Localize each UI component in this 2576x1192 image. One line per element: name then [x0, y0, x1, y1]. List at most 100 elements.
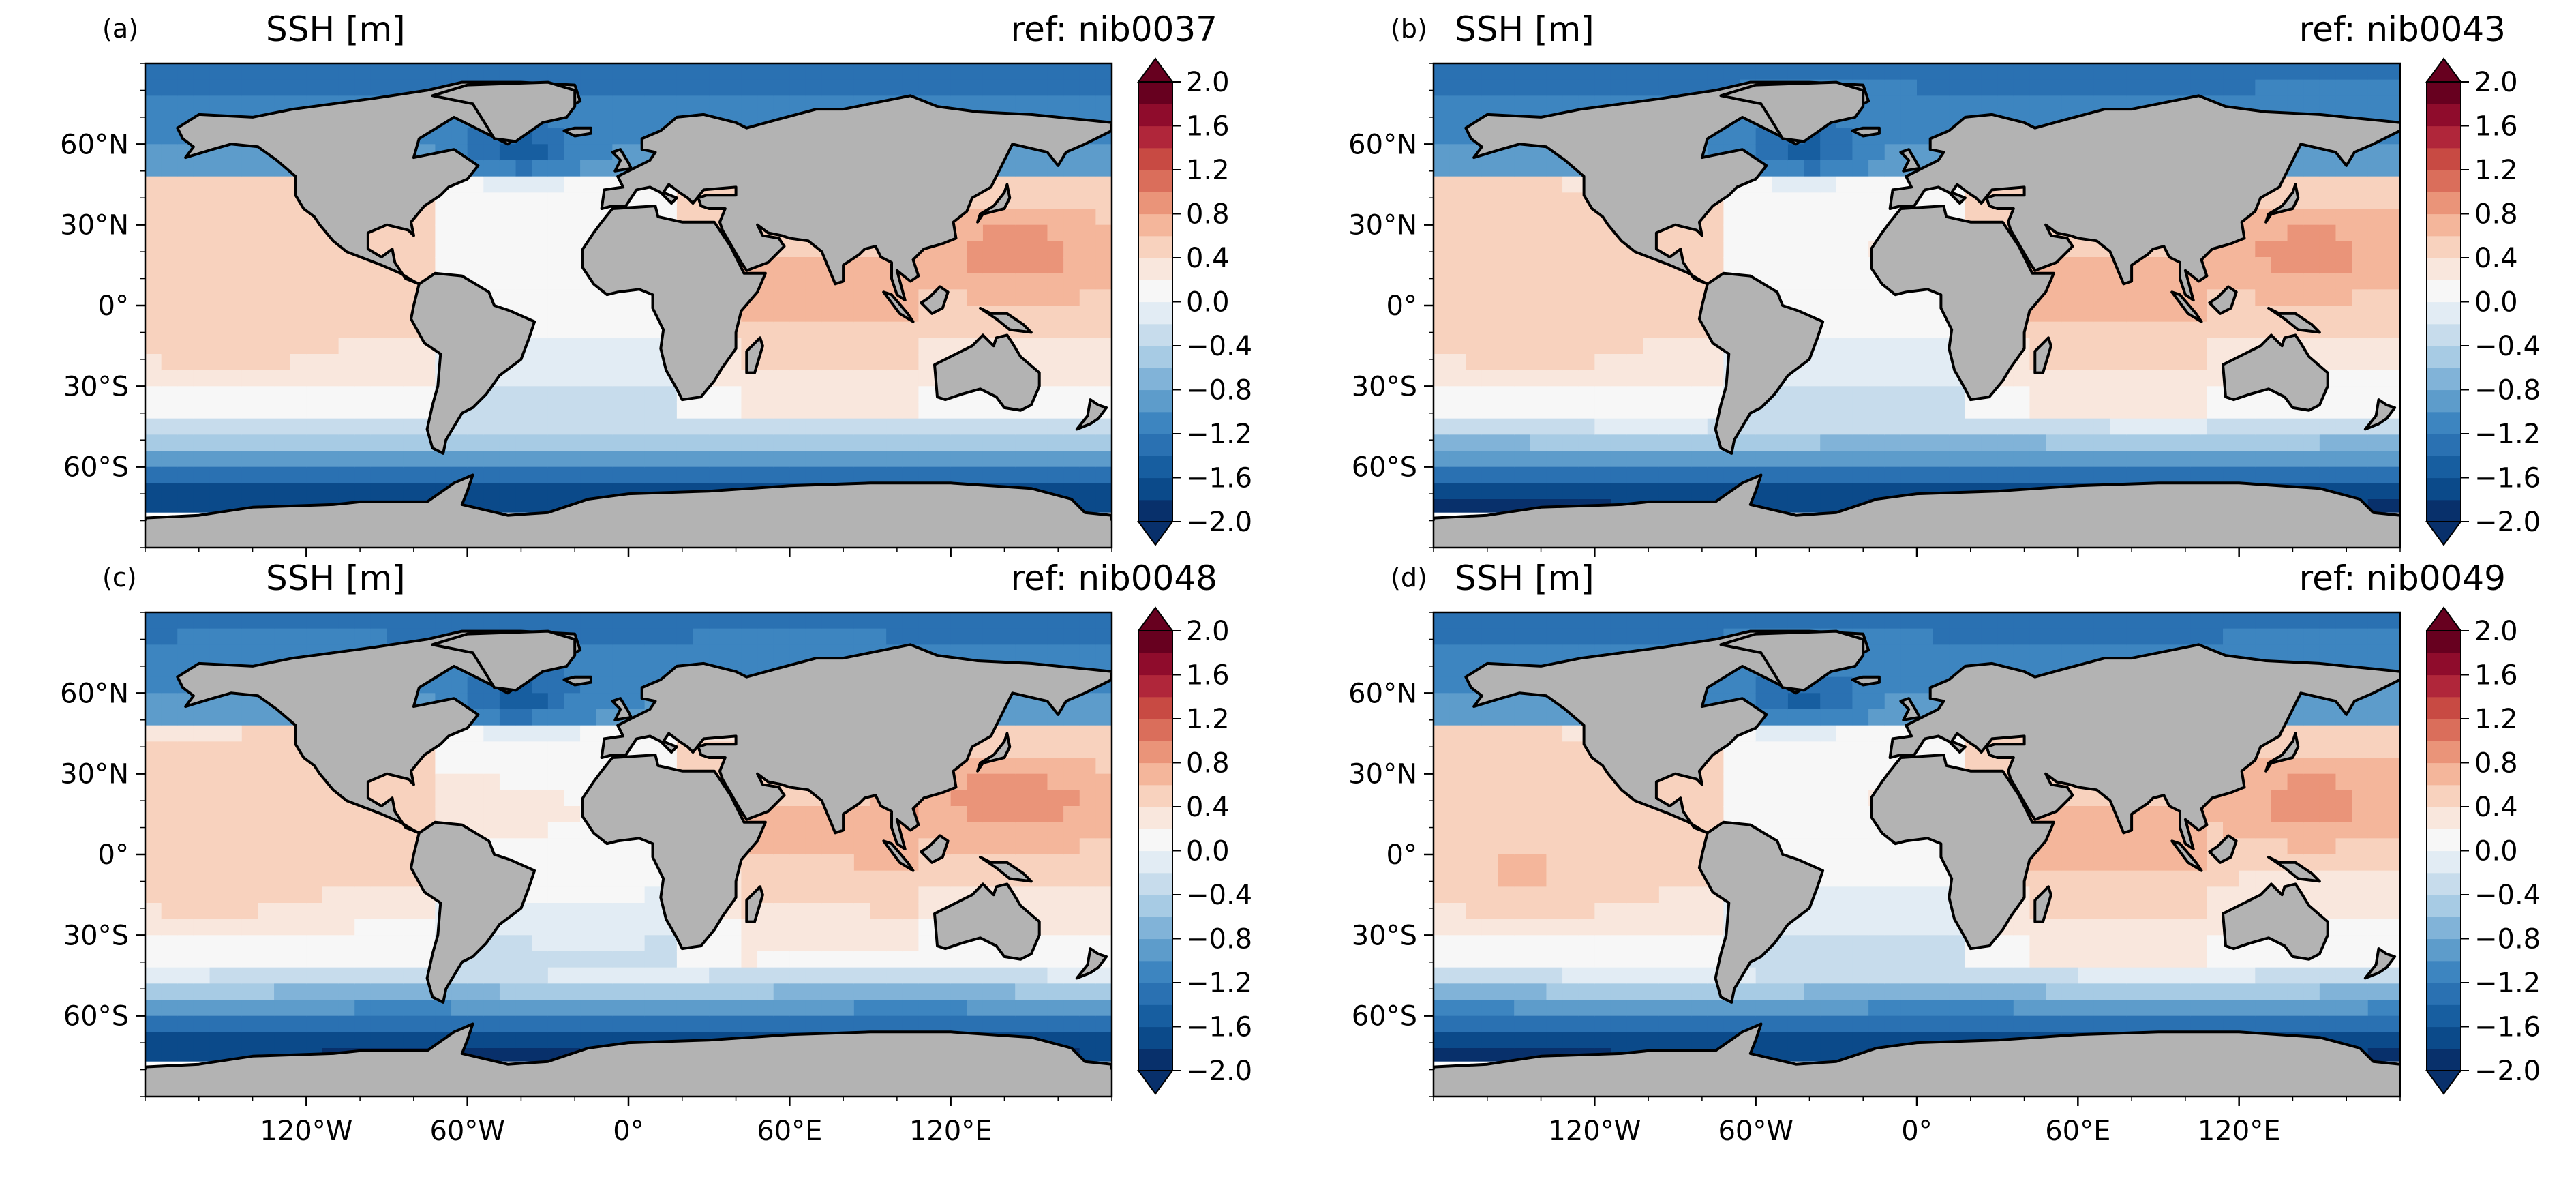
ssh-cell	[2126, 451, 2143, 468]
ssh-cell	[1514, 321, 1531, 339]
ssh-cell	[1546, 176, 1564, 194]
ssh-cell	[226, 725, 243, 743]
ssh-cell	[2239, 434, 2256, 451]
ssh-cell	[1466, 434, 1483, 451]
ssh-cell	[1562, 79, 1579, 97]
ssh-cell	[547, 466, 565, 484]
ssh-cell	[241, 983, 259, 1000]
ssh-cell	[596, 919, 613, 936]
ssh-cell	[2271, 273, 2288, 290]
ssh-cell	[177, 241, 194, 258]
ssh-cell	[1643, 273, 1660, 290]
ssh-cell	[515, 224, 533, 242]
ssh-cell	[177, 306, 194, 323]
ssh-cell	[612, 676, 629, 694]
colorbar-level	[1138, 499, 1172, 522]
ssh-cell	[853, 257, 871, 274]
ssh-cell	[564, 144, 581, 161]
ssh-cell	[757, 628, 774, 646]
ssh-cell	[789, 354, 806, 371]
ssh-cell	[1900, 434, 1918, 451]
ssh-cell	[258, 386, 275, 403]
ssh-cell	[322, 951, 339, 968]
ssh-cell	[693, 1015, 710, 1033]
ssh-cell	[1031, 176, 1048, 194]
ssh-cell	[886, 451, 903, 468]
ssh-cell	[709, 434, 726, 451]
ssh-cell	[1820, 466, 1837, 484]
ssh-cell	[2384, 354, 2400, 371]
ssh-cell	[1626, 338, 1644, 355]
ssh-cell	[805, 63, 823, 80]
ssh-cell	[661, 951, 678, 968]
ssh-cell	[564, 919, 581, 936]
ssh-cell	[1546, 483, 1564, 500]
ssh-cell	[1868, 451, 1885, 468]
ssh-cell	[1675, 466, 1693, 484]
ssh-cell	[1434, 112, 1451, 129]
ssh-cell	[145, 967, 162, 985]
ssh-cell	[709, 612, 726, 629]
ssh-cell	[1546, 257, 1564, 274]
ssh-cell	[1578, 63, 1596, 80]
ssh-cell	[2239, 241, 2256, 258]
ssh-cell	[676, 1015, 694, 1033]
ssh-cell	[209, 434, 227, 451]
ssh-cell	[982, 95, 1000, 113]
ssh-cell	[161, 790, 179, 807]
ssh-cell	[483, 1032, 500, 1049]
ssh-cell	[322, 79, 339, 97]
ssh-cell	[1755, 144, 1773, 161]
ssh-cell	[209, 209, 227, 226]
ssh-cell	[1884, 354, 1902, 371]
ssh-cell	[1514, 144, 1531, 161]
ssh-cell	[596, 886, 613, 904]
ssh-cell	[532, 773, 549, 791]
ssh-cell	[596, 63, 613, 80]
ssh-cell	[241, 466, 259, 484]
ssh-cell	[1868, 321, 1885, 339]
ssh-cell	[580, 192, 597, 209]
ssh-cell	[564, 1015, 581, 1033]
ssh-cell	[209, 806, 227, 823]
ssh-cell	[2335, 370, 2353, 387]
ssh-cell	[193, 870, 211, 888]
ssh-cell	[387, 354, 404, 371]
ssh-cell	[274, 321, 291, 339]
ssh-cell	[403, 935, 420, 952]
ssh-cell	[644, 451, 662, 468]
ssh-cell	[547, 160, 565, 177]
colorbar-level	[2427, 456, 2461, 479]
colorbar-level	[2427, 389, 2461, 413]
ssh-cell	[1740, 224, 1757, 242]
ssh-cell	[193, 241, 211, 258]
ssh-cell	[1787, 224, 1805, 242]
ssh-cell	[853, 338, 871, 355]
ssh-cell	[628, 870, 646, 888]
ssh-cell	[1434, 176, 1451, 194]
ssh-cell	[1868, 370, 1885, 387]
ssh-cell	[596, 693, 613, 710]
ssh-cell	[1594, 434, 1611, 451]
ssh-cell	[145, 676, 162, 694]
ssh-cell	[161, 370, 179, 387]
ssh-cell	[2110, 63, 2127, 80]
ssh-cell	[547, 758, 565, 775]
ssh-cell	[838, 289, 855, 306]
ssh-cell	[1594, 402, 1611, 419]
ssh-cell	[1514, 289, 1531, 306]
ssh-cell	[644, 63, 662, 80]
land-uk	[1899, 148, 1921, 173]
ssh-cell	[725, 466, 742, 484]
ssh-cell	[2287, 257, 2305, 274]
ssh-cell	[564, 434, 581, 451]
ssh-cell	[2078, 402, 2095, 419]
ssh-cell	[451, 741, 468, 758]
ssh-cell	[661, 612, 678, 629]
ssh-cell	[161, 693, 179, 710]
ssh-cell	[1481, 451, 1499, 468]
ssh-cell	[1434, 483, 1451, 500]
ssh-cell	[1578, 418, 1596, 436]
ssh-cell	[1031, 209, 1048, 226]
ssh-cell	[2061, 273, 2079, 290]
